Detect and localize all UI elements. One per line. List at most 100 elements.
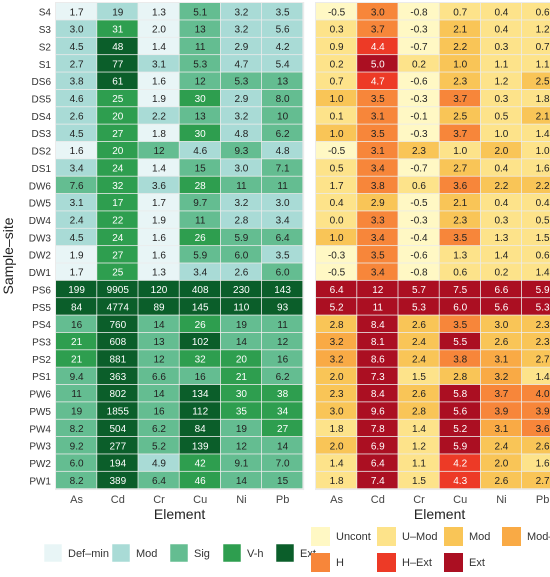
heatmap-cell (522, 176, 550, 194)
heatmap-cell (138, 72, 179, 89)
heatmap-cell (179, 3, 220, 20)
cell-value-label: 6.2 (276, 372, 290, 383)
row-label: S4 (39, 8, 52, 19)
legend-item: Ext (444, 553, 485, 572)
row-label: S2 (39, 42, 52, 53)
cell-value-label: 20 (112, 146, 124, 157)
cell-value-label: 4.7 (234, 59, 248, 70)
column-label: Pb (276, 494, 289, 506)
cell-value-label: 5.6 (494, 302, 508, 313)
cell-value-label: 21 (236, 372, 248, 383)
heatmap-cell (316, 228, 357, 246)
heatmap-cell (480, 107, 522, 124)
heatmap-cell (522, 419, 550, 437)
legend-swatch (111, 543, 131, 563)
heatmap-cell (138, 211, 179, 228)
heatmap-cell (522, 263, 550, 280)
cell-value-label: 3.6 (152, 181, 166, 192)
legend-item: Sig (169, 543, 210, 563)
cell-value-label: 3.3 (371, 216, 385, 227)
heatmap-cell (316, 280, 357, 298)
cell-value-label: 21 (71, 354, 83, 365)
cell-value-label: 61 (112, 77, 124, 88)
heatmap-cell (357, 72, 398, 89)
heatmap-cell (97, 454, 138, 471)
heatmap-cell (56, 107, 97, 124)
heatmap-cell (522, 315, 550, 333)
heatmap-cell (97, 193, 138, 211)
cell-value-label: 9.3 (234, 146, 248, 157)
heatmap-cell (439, 141, 480, 159)
heatmap-cell (97, 280, 138, 298)
cell-value-label: 2.5 (453, 111, 467, 122)
legend-label: U–Mod (402, 531, 437, 543)
cell-value-label: 0.2 (412, 59, 426, 70)
row-label: PW1 (29, 476, 51, 487)
column-label: Ni (496, 494, 506, 506)
cell-value-label: 4.6 (193, 146, 207, 157)
heatmap-cell (97, 55, 138, 72)
heatmap-cell (56, 55, 97, 72)
cell-value-label: 6.0 (70, 459, 84, 470)
cell-value-label: 881 (109, 354, 126, 365)
heatmap-cell (398, 298, 439, 315)
cell-value-label: -0.8 (410, 268, 428, 279)
heatmap-cell (179, 350, 220, 367)
cell-value-label: 3.6 (536, 424, 550, 435)
cell-value-label: 14 (236, 337, 248, 348)
cell-value-label: 3.4 (371, 268, 385, 279)
cell-value-label: -0.6 (410, 77, 428, 88)
column-label: As (330, 494, 343, 506)
heatmap-cell (179, 141, 220, 159)
cell-value-label: 408 (192, 285, 209, 296)
cell-value-label: 1.8 (330, 476, 344, 487)
cell-value-label: 363 (109, 372, 126, 383)
cell-value-label: 0.3 (494, 216, 508, 227)
cell-value-label: 1.8 (330, 424, 344, 435)
cell-value-label: 0.6 (536, 7, 550, 18)
heatmap-cell (316, 141, 357, 159)
cell-value-label: 0.3 (494, 42, 508, 53)
heatmap-cell (56, 193, 97, 211)
heatmap-cell (262, 315, 303, 333)
cell-value-label: 0.4 (330, 198, 344, 209)
cell-value-label: -0.7 (410, 164, 428, 175)
cell-value-label: 3.5 (453, 320, 467, 331)
cell-value-label: 9.7 (193, 198, 207, 209)
legend-label: Sig (194, 548, 210, 560)
heatmap-cell (56, 89, 97, 107)
heatmap-cell (220, 246, 262, 263)
cell-value-label: 2.2 (453, 42, 467, 53)
heatmap-cell (262, 89, 303, 107)
cell-value-label: 48 (112, 42, 124, 53)
heatmap-cell (97, 89, 138, 107)
cell-value-label: 1.7 (330, 181, 344, 192)
heatmap-cell (357, 298, 398, 315)
heatmap-cell (138, 37, 179, 55)
heatmap-cell (220, 332, 262, 350)
heatmap-cell (439, 437, 480, 454)
heatmap-cell (179, 437, 220, 454)
heatmap-cell (439, 246, 480, 263)
heatmap-cell (179, 263, 220, 280)
cell-value-label: -0.3 (328, 250, 346, 261)
heatmap-cell (316, 3, 357, 20)
cell-value-label: 3.4 (371, 164, 385, 175)
cell-value-label: 1.1 (536, 59, 550, 70)
cell-value-label: 1.3 (152, 7, 166, 18)
cell-value-label: 28 (195, 181, 207, 192)
heatmap-cell (357, 159, 398, 176)
cell-value-label: 1.0 (453, 146, 467, 157)
cell-value-label: 5.7 (412, 285, 426, 296)
heatmap-cell (138, 159, 179, 176)
cell-value-label: 143 (274, 285, 291, 296)
heatmap-cell (97, 367, 138, 385)
cell-value-label: 194 (109, 459, 126, 470)
cell-value-label: 112 (192, 407, 208, 418)
cell-value-label: 3.7 (494, 389, 508, 400)
cell-value-label: 0.6 (412, 181, 426, 192)
heatmap-cell (220, 471, 262, 489)
heatmap-cell (220, 176, 262, 194)
cell-value-label: 9.1 (234, 459, 248, 470)
